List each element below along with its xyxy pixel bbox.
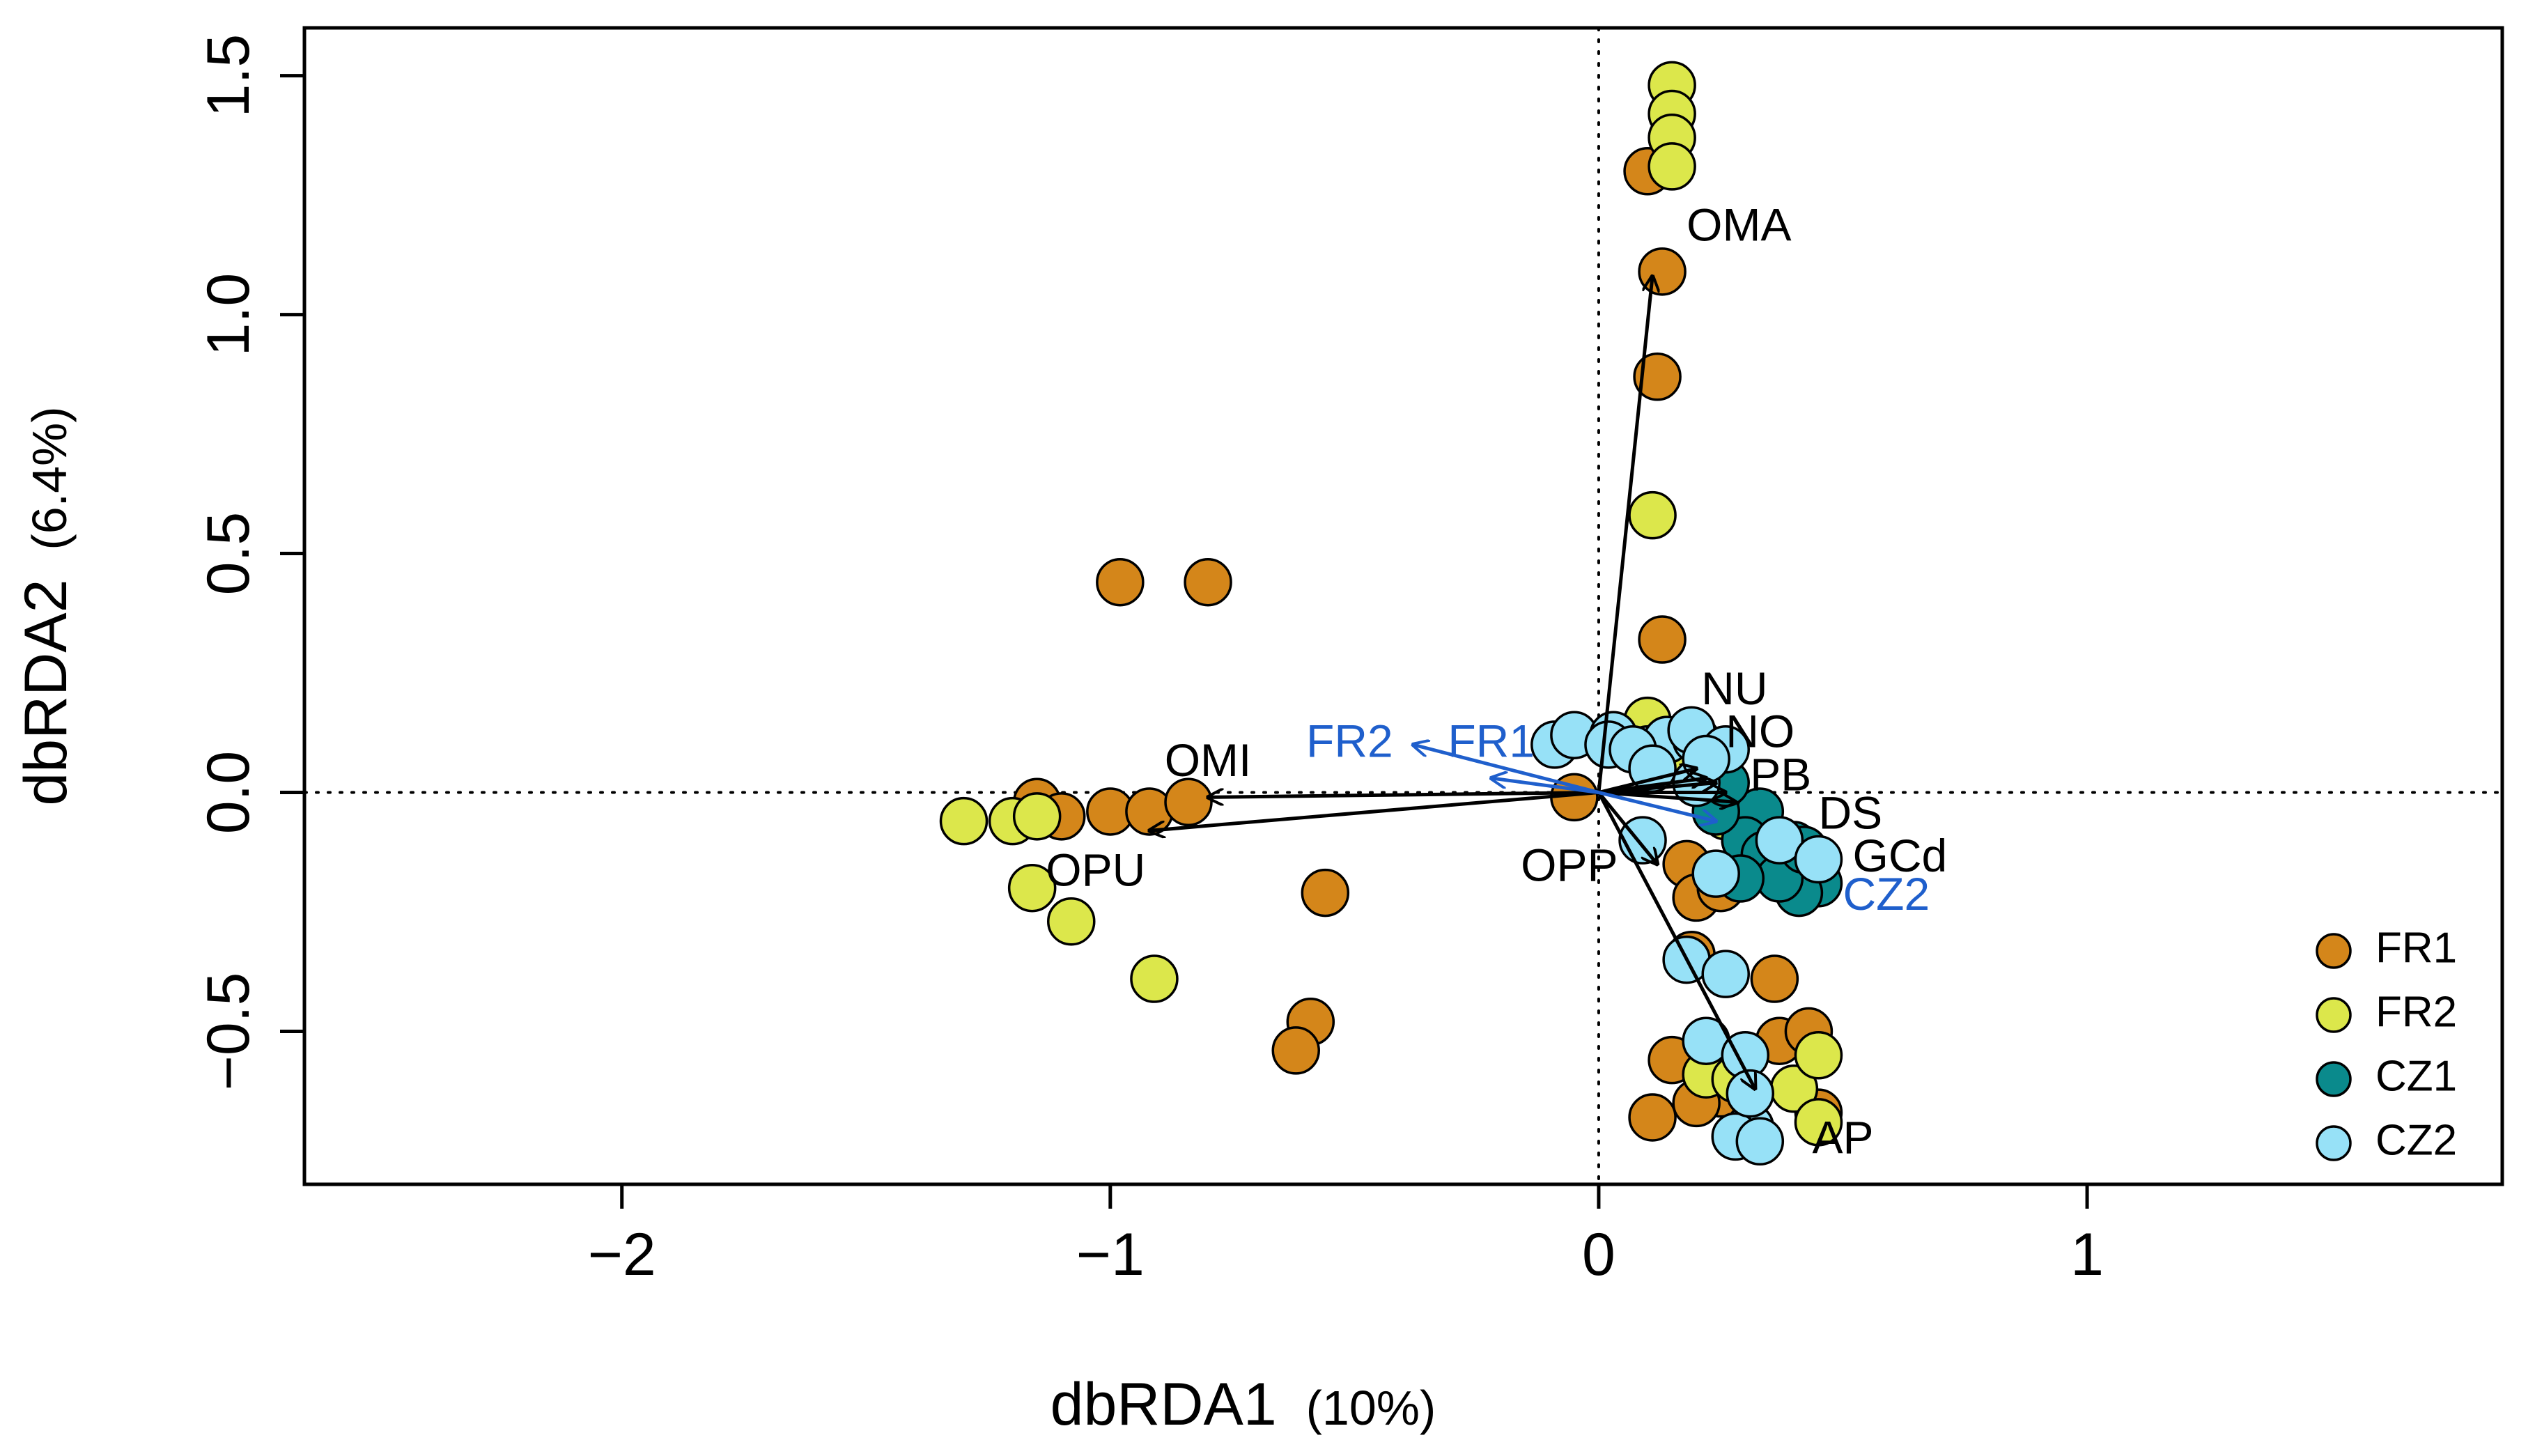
point-fr2-11 <box>1046 897 1096 946</box>
point-fr2-3 <box>1648 142 1696 191</box>
point-fr1-10 <box>1164 777 1213 826</box>
vector-label-fr2: FR2 <box>1306 715 1393 766</box>
point-fr2-9 <box>1012 792 1062 841</box>
legend-label-cz1: CZ1 <box>2375 1052 2457 1100</box>
point-fr2-4 <box>1628 490 1677 540</box>
x-axis: −2 −1 0 1 <box>588 1182 2104 1288</box>
x-axis-title-pct: (10%) <box>1306 1381 1436 1435</box>
vector-ap <box>1597 791 1755 1089</box>
legend-marker-fr2 <box>2316 997 2352 1033</box>
y-tick-label-1: 0.0 <box>195 751 262 835</box>
vector-opp <box>1597 791 1657 865</box>
x-tick-label-2: 0 <box>1582 1221 1615 1288</box>
vector-label-ap: AP <box>1812 1112 1873 1163</box>
y-tick-label-4: 1.5 <box>195 34 262 118</box>
vector-label-gcd: GCd <box>1853 830 1948 881</box>
x-axis-title-main: dbRDA1 <box>1051 1371 1277 1438</box>
x-tick-label-3: 1 <box>2070 1221 2104 1288</box>
vector-label-opu: OPU <box>1046 844 1145 896</box>
y-axis: −0.5 0.0 0.5 1.0 1.5 <box>195 34 307 1091</box>
point-fr2-16 <box>1794 1098 1843 1147</box>
x-tick-label-1: −1 <box>1076 1221 1145 1288</box>
point-cz2-16 <box>1691 849 1740 898</box>
point-fr1-19 <box>1750 954 1799 1003</box>
plot-frame <box>302 26 2504 1186</box>
vector-label-omi: OMI <box>1165 734 1252 786</box>
point-cz2-14 <box>1755 816 1804 865</box>
y-axis-title-main: dbRDA2 <box>13 580 79 806</box>
y-tick-label-2: 0.5 <box>195 512 262 596</box>
reference-lines <box>303 26 2504 1186</box>
vector-oma <box>1597 277 1652 793</box>
y-tick-label-3: 1.0 <box>195 273 262 357</box>
point-fr1-11 <box>1301 868 1350 917</box>
x-tick-label-0: −2 <box>588 1221 656 1288</box>
point-fr1-3 <box>1638 615 1687 664</box>
point-fr2-15 <box>1794 1031 1843 1080</box>
legend-label-fr1: FR1 <box>2375 924 2457 972</box>
vector-cz2 <box>1598 791 1716 821</box>
vector-label-fr1: FR1 <box>1448 715 1535 766</box>
vector-label-cz2: CZ2 <box>1843 868 1930 920</box>
y-axis-title-pct: (6.4%) <box>22 406 77 550</box>
point-cz2-12 <box>1682 734 1730 784</box>
vector-omi <box>1208 793 1599 798</box>
x-axis-title: dbRDA1 (10%) <box>1051 1371 1436 1438</box>
vector-label-nu: NU <box>1701 663 1767 714</box>
y-axis-title: dbRDA2 (6.4%) <box>13 406 79 805</box>
point-fr2-12 <box>1130 954 1179 1003</box>
point-fr2-10 <box>1007 863 1057 913</box>
point-fr1-5 <box>1184 557 1232 607</box>
vector-label-opp: OPP <box>1521 839 1618 891</box>
vector-opu <box>1149 791 1599 831</box>
y-tick-label-0: −0.5 <box>195 973 262 1091</box>
legend-label-cz2: CZ2 <box>2375 1116 2457 1164</box>
vector-nu <box>1598 768 1696 794</box>
point-fr2-7 <box>939 796 989 846</box>
legend: FR1 FR2 CZ1 CZ2 <box>2316 924 2457 1164</box>
legend-marker-cz2 <box>2316 1125 2352 1161</box>
vector-label-no: NO <box>1726 706 1794 757</box>
vector-fr2 <box>1413 745 1599 794</box>
legend-label-fr2: FR2 <box>2375 988 2457 1036</box>
point-cz2-24 <box>1726 1069 1775 1118</box>
point-fr1-2 <box>1633 352 1682 401</box>
point-cz2-23 <box>1735 1117 1785 1166</box>
vector-gcd <box>1598 791 1735 803</box>
point-fr1-1 <box>1638 247 1687 296</box>
data-points <box>939 61 1843 1166</box>
point-cz2-15 <box>1794 835 1843 884</box>
vector-label-pb: PB <box>1750 748 1811 800</box>
vectors <box>1149 277 1755 1089</box>
point-cz2-18 <box>1701 950 1750 998</box>
point-fr1-4 <box>1096 557 1145 607</box>
legend-marker-fr1 <box>2316 933 2352 969</box>
vector-label-ds: DS <box>1818 787 1882 838</box>
vector-label-oma: OMA <box>1687 199 1791 251</box>
legend-marker-cz1 <box>2316 1061 2352 1097</box>
vector-fr1 <box>1491 778 1599 794</box>
point-fr1-25 <box>1628 1093 1677 1142</box>
point-fr1-13 <box>1271 1026 1321 1075</box>
